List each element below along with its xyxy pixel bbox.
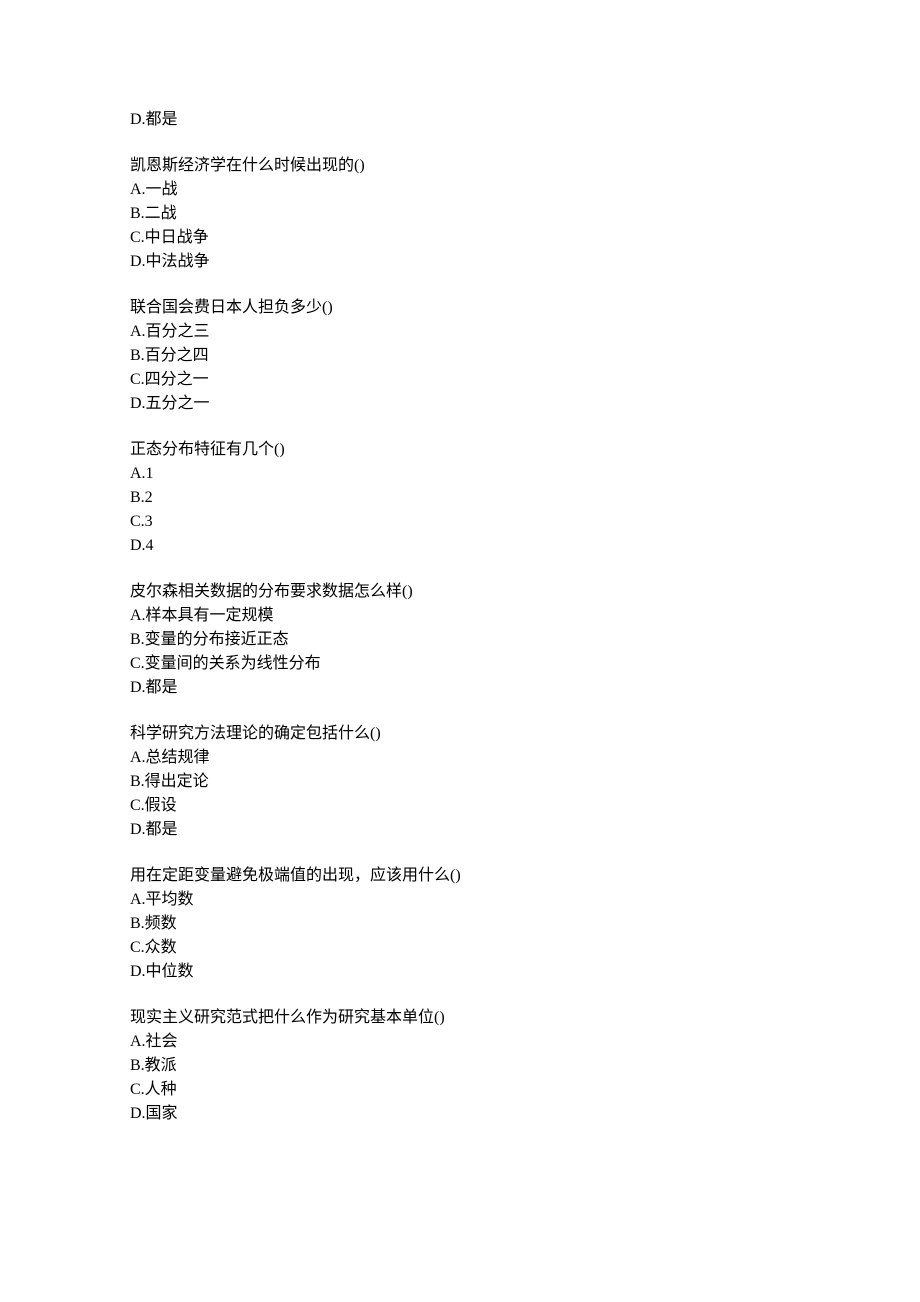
option-c: C.四分之一 — [130, 368, 790, 392]
question-block: 联合国会费日本人担负多少() A.百分之三 B.百分之四 C.四分之一 D.五分… — [130, 296, 790, 416]
option-c: C.假设 — [130, 794, 790, 818]
question-stem: 用在定距变量避免极端值的出现，应该用什么() — [130, 864, 790, 888]
option-b: B.教派 — [130, 1054, 790, 1078]
option-a: A.平均数 — [130, 888, 790, 912]
option-d: D.中位数 — [130, 960, 790, 984]
option-a: A.样本具有一定规模 — [130, 604, 790, 628]
option-d: D.五分之一 — [130, 392, 790, 416]
option-b: B.变量的分布接近正态 — [130, 628, 790, 652]
question-block: 现实主义研究范式把什么作为研究基本单位() A.社会 B.教派 C.人种 D.国… — [130, 1006, 790, 1126]
option-d: D.国家 — [130, 1102, 790, 1126]
question-stem: 科学研究方法理论的确定包括什么() — [130, 722, 790, 746]
question-stem: 联合国会费日本人担负多少() — [130, 296, 790, 320]
option-d: D.中法战争 — [130, 250, 790, 274]
question-block: 科学研究方法理论的确定包括什么() A.总结规律 B.得出定论 C.假设 D.都… — [130, 722, 790, 842]
document-page: D.都是 凯恩斯经济学在什么时候出现的() A.一战 B.二战 C.中日战争 D… — [0, 0, 920, 1302]
option-b: B.得出定论 — [130, 770, 790, 794]
option-c: C.变量间的关系为线性分布 — [130, 652, 790, 676]
option-a: A.一战 — [130, 178, 790, 202]
option-a: A.百分之三 — [130, 320, 790, 344]
option-b: B.2 — [130, 486, 790, 510]
option-b: B.百分之四 — [130, 344, 790, 368]
option-c: C.3 — [130, 510, 790, 534]
option-a: A.总结规律 — [130, 746, 790, 770]
option-b: B.二战 — [130, 202, 790, 226]
option-d: D.都是 — [130, 818, 790, 842]
question-stem: 现实主义研究范式把什么作为研究基本单位() — [130, 1006, 790, 1030]
orphan-option: D.都是 — [130, 108, 790, 132]
question-block: 用在定距变量避免极端值的出现，应该用什么() A.平均数 B.频数 C.众数 D… — [130, 864, 790, 984]
option-a: A.社会 — [130, 1030, 790, 1054]
option-b: B.频数 — [130, 912, 790, 936]
question-block: 凯恩斯经济学在什么时候出现的() A.一战 B.二战 C.中日战争 D.中法战争 — [130, 154, 790, 274]
option-c: C.中日战争 — [130, 226, 790, 250]
option-a: A.1 — [130, 462, 790, 486]
option-d: D.都是 — [130, 676, 790, 700]
question-block: 皮尔森相关数据的分布要求数据怎么样() A.样本具有一定规模 B.变量的分布接近… — [130, 580, 790, 700]
question-stem: 皮尔森相关数据的分布要求数据怎么样() — [130, 580, 790, 604]
option-d: D.4 — [130, 534, 790, 558]
question-stem: 正态分布特征有几个() — [130, 438, 790, 462]
question-block: 正态分布特征有几个() A.1 B.2 C.3 D.4 — [130, 438, 790, 558]
question-stem: 凯恩斯经济学在什么时候出现的() — [130, 154, 790, 178]
option-c: C.人种 — [130, 1078, 790, 1102]
option-c: C.众数 — [130, 936, 790, 960]
